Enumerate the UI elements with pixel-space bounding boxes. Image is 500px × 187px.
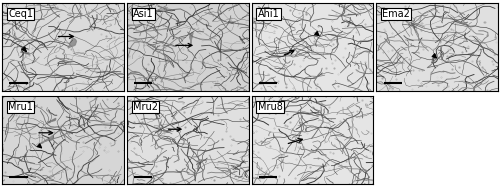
Text: Mru2: Mru2	[133, 102, 158, 112]
Text: Mru8: Mru8	[258, 102, 282, 112]
Text: Mru1: Mru1	[8, 102, 33, 112]
Text: Ahi1: Ahi1	[258, 9, 280, 19]
Polygon shape	[40, 135, 54, 144]
Polygon shape	[190, 33, 193, 45]
Polygon shape	[68, 38, 76, 48]
Polygon shape	[20, 52, 29, 54]
Text: Ema2: Ema2	[382, 9, 410, 19]
Text: Asi1: Asi1	[133, 9, 154, 19]
Polygon shape	[48, 118, 56, 123]
Text: Ceq1: Ceq1	[8, 9, 33, 19]
